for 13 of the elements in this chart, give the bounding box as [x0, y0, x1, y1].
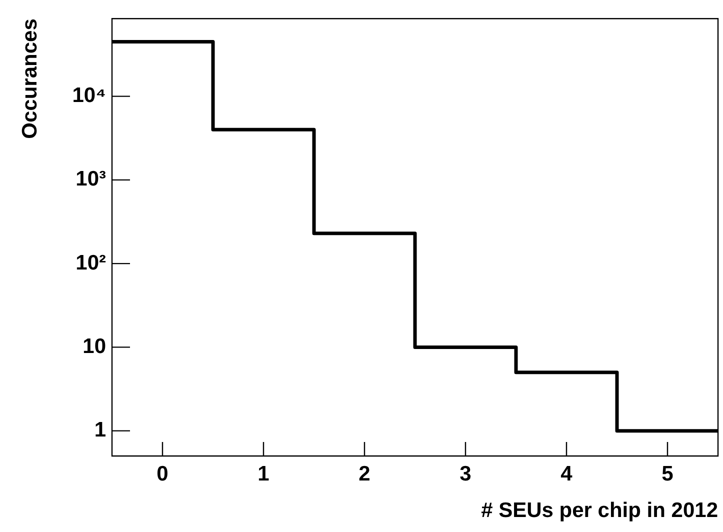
y-tick-label: 1 [94, 418, 106, 442]
x-tick-label: 1 [258, 462, 270, 486]
y-tick-label: 10 [82, 334, 106, 358]
x-axis-title: # SEUs per chip in 2012 [481, 499, 718, 522]
x-tick-label: 2 [358, 462, 370, 486]
x-tick-label: 3 [460, 462, 472, 486]
x-tick-label: 0 [156, 462, 168, 486]
y-tick-label: 10⁴ [72, 84, 106, 108]
x-tick-label: 4 [560, 462, 573, 486]
y-tick-label: 10² [76, 251, 106, 274]
x-tick-label: 5 [662, 462, 674, 486]
y-axis-title: Occurances [18, 18, 42, 139]
y-tick-label: 10³ [76, 168, 106, 191]
